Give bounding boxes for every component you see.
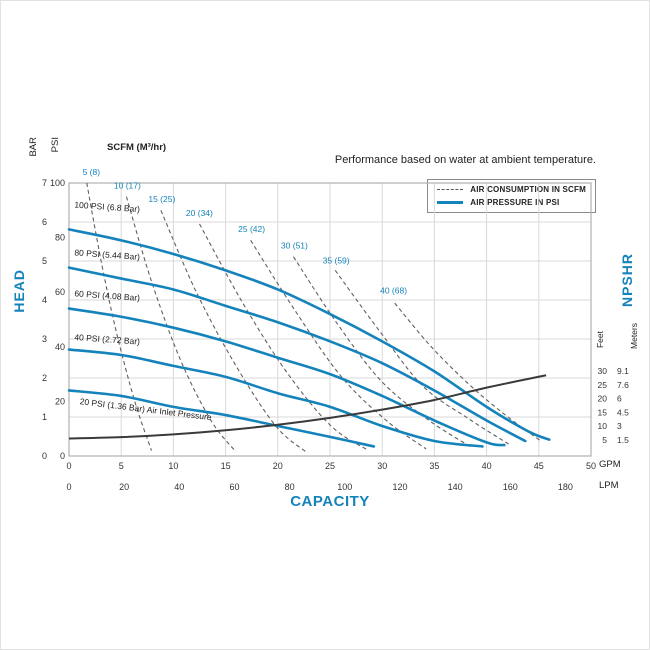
gpm-tick-label: 30 [377,461,387,471]
npshr-curve [68,374,547,440]
psi-tick-label: 100 [50,178,65,188]
legend-item-air-pressure: AIR PRESSURE IN PSI [437,198,586,207]
pressure-curve [67,348,484,448]
legend-label-air-consumption: AIR CONSUMPTION IN SCFM [470,185,586,194]
pressure-curve [67,266,527,443]
consumption-curve [250,240,427,450]
lpm-tick-label: 100 [337,482,352,492]
plot-frame [68,182,592,457]
meters-tick-label: 4.5 [617,407,629,417]
meters-tick-label: 6 [617,394,622,404]
consumption-curve [292,256,472,448]
pressure-curve [67,228,551,441]
bar-tick-label: 4 [42,295,47,305]
lpm-tick-label: 140 [448,482,463,492]
bar-tick-label: 5 [42,256,47,266]
lpm-tick-label: 60 [229,482,239,492]
scfm-curve-label: 10 (17) [114,180,141,190]
scfm-curve-label: 40 (68) [380,286,407,296]
gpm-tick-label: 50 [586,461,596,471]
gpm-tick-label: 40 [482,461,492,471]
scfm-curve-label: 20 (34) [186,208,213,218]
feet-tick-label: 10 [598,421,608,431]
capacity-axis-title: CAPACITY [290,493,370,510]
scfm-curve-label: 30 (51) [281,241,308,251]
feet-tick-label: 30 [598,366,608,376]
feet-tick-label: 5 [602,435,607,445]
consumption-curve [394,302,542,442]
lpm-tick-label: 180 [558,482,573,492]
gpm-tick-label: 45 [534,461,544,471]
gpm-tick-label: 20 [273,461,283,471]
meters-tick-label: 7.6 [617,380,629,390]
legend-item-air-consumption: AIR CONSUMPTION IN SCFM [437,185,586,194]
chart-note: Performance based on water at ambient te… [334,154,596,166]
bar-tick-label: 6 [42,217,47,227]
pressure-curve-label: 100 PSI (6.8 Bar) [74,200,140,215]
consumption-curve [125,196,237,453]
gpm-tick-label: 5 [119,461,124,471]
feet-tick-label: 15 [598,407,608,417]
scfm-curve-label: 5 (8) [83,167,101,177]
gpm-tick-label: 35 [429,461,439,471]
legend-label-air-pressure: AIR PRESSURE IN PSI [470,198,560,207]
scfm-curve-label: 25 (42) [238,224,265,234]
meters-tick-label: 1.5 [617,435,629,445]
lpm-unit-label: LPM [599,480,619,491]
meters-tick-label: 3 [617,421,622,431]
bar-tick-label: 7 [42,178,47,188]
psi-tick-label: 60 [55,287,65,297]
psi-tick-label: 20 [55,396,65,406]
bar-tick-label: 3 [42,334,47,344]
gpm-tick-label: 10 [168,461,178,471]
lpm-tick-label: 80 [285,482,295,492]
lpm-tick-label: 160 [503,482,518,492]
bar-tick-label: 0 [42,451,47,461]
psi-tick-label: 0 [60,451,65,461]
bar-tick-label: 2 [42,373,47,383]
pressure-curve [67,389,376,448]
lpm-tick-label: 0 [66,482,71,492]
gpm-tick-label: 25 [325,461,335,471]
feet-tick-label: 20 [598,394,608,404]
lpm-tick-label: 40 [174,482,184,492]
scfm-axis-header: SCFM (M³/hr) [107,142,167,153]
gpm-tick-label: 15 [221,461,231,471]
feet-tick-label: 25 [598,380,608,390]
consumption-curve [199,223,369,452]
consumption-curve [86,182,152,451]
dashed-line-sample-icon [437,189,464,190]
pressure-curve-label: 60 PSI (4.08 Bar) [74,288,140,303]
pressure-curve [67,307,506,447]
legend: AIR CONSUMPTION IN SCFM AIR PRESSURE IN … [427,179,596,213]
meters-tick-label: 9.1 [617,366,629,376]
psi-tick-label: 40 [55,342,65,352]
lpm-tick-label: 20 [119,482,129,492]
gpm-unit-label: GPM [599,459,621,470]
pressure-curve-label: 80 PSI (5.44 Bar) [74,247,140,262]
psi-tick-label: 80 [55,233,65,243]
bar-tick-label: 1 [42,412,47,422]
lpm-tick-label: 120 [392,482,407,492]
scfm-curve-label: 35 (59) [323,256,350,266]
consumption-curve [160,210,307,453]
solid-line-sample-icon [437,201,464,204]
pressure-curve-label: 40 PSI (2.72 Bar) [74,332,140,347]
gpm-tick-label: 0 [66,461,71,471]
scfm-curve-label: 15 (25) [148,194,175,204]
